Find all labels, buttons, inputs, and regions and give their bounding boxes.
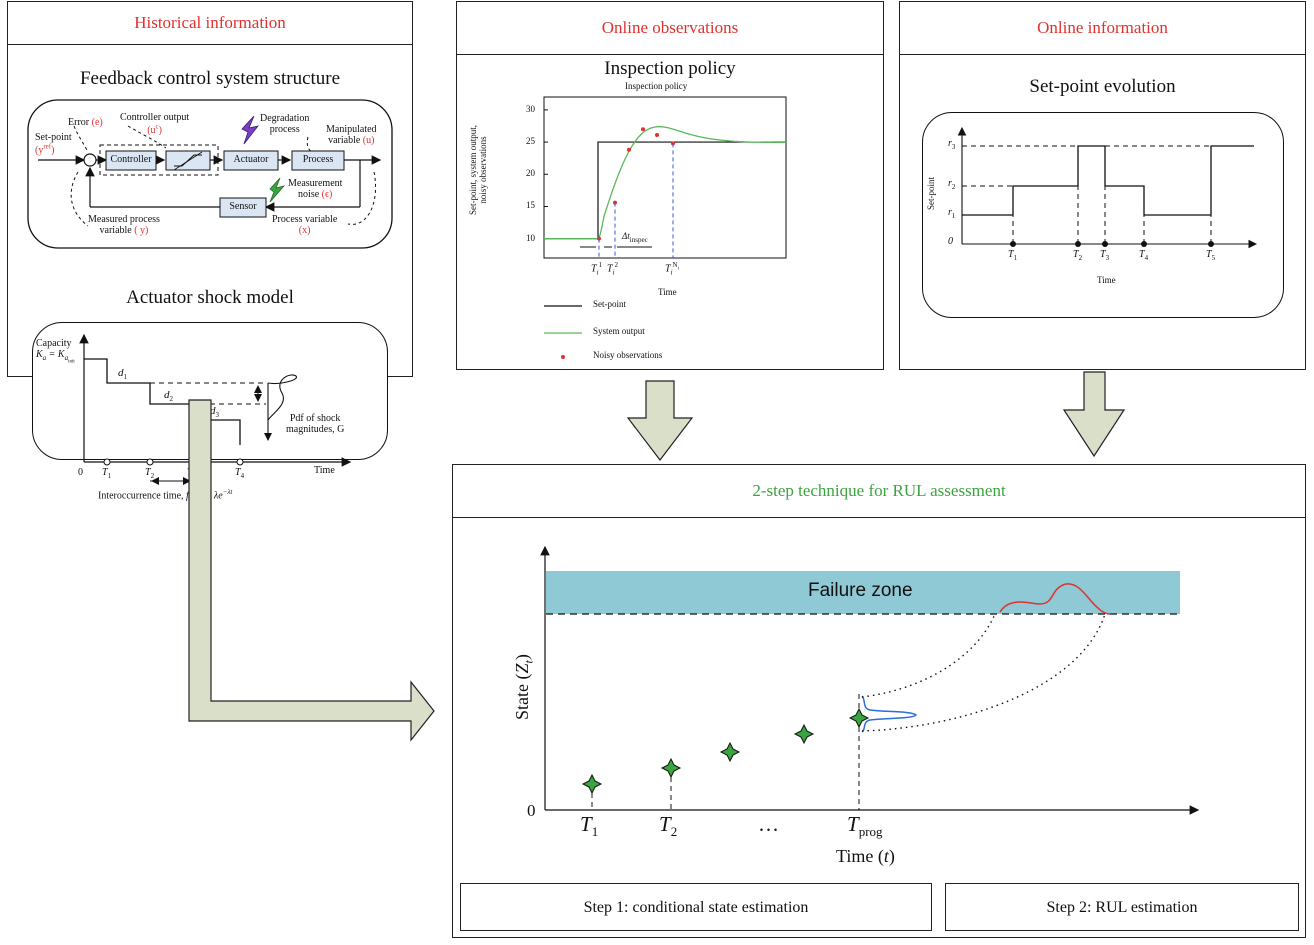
inspection-policy-title: Inspection policy bbox=[604, 58, 736, 79]
failure-zone-label: Failure zone bbox=[808, 580, 913, 601]
obs-ytick: 20 bbox=[526, 168, 535, 179]
step2-box: Step 2: RUL estimation bbox=[945, 883, 1299, 931]
degradation-bolt-icon bbox=[241, 115, 259, 145]
rul-xtick: Tprog bbox=[847, 812, 883, 840]
sp-ytick: r2 bbox=[948, 178, 956, 191]
shock-d1-label: d1 bbox=[118, 367, 127, 382]
rul-zero: 0 bbox=[527, 801, 536, 820]
shock-time-label: Time bbox=[314, 465, 335, 476]
obs-ytick: 30 bbox=[526, 103, 535, 114]
shock-pdf-label: Pdf of shock magnitudes, G bbox=[286, 413, 345, 435]
sp-xtick: T4 bbox=[1139, 249, 1149, 262]
sp-ytick: 0 bbox=[948, 236, 953, 247]
rul-xtick: T2 bbox=[659, 812, 678, 840]
online-observations-panel: Online observations Inspection policy bbox=[456, 1, 884, 370]
shock-model-frame bbox=[32, 322, 388, 460]
sp-xtick: T3 bbox=[1100, 249, 1110, 262]
fcs-measured-label: Measured process variable ( y) bbox=[88, 214, 160, 236]
obs-chart-title: Inspection policy bbox=[625, 81, 688, 91]
rul-header: 2-step technique for RUL assessment bbox=[453, 465, 1305, 518]
fcs-controller-output-label: Controller output (uc) bbox=[120, 112, 190, 137]
shock-d2-label: d2 bbox=[164, 389, 173, 404]
setpoint-evolution-title: Set-point evolution bbox=[1029, 76, 1176, 97]
historical-information-panel: Historical information Feedback control … bbox=[7, 1, 413, 377]
obs-legend-entry: Noisy observations bbox=[593, 350, 663, 360]
fcs-title: Feedback control system structure bbox=[79, 68, 341, 89]
shock-title: Actuator shock model bbox=[126, 287, 294, 308]
shock-zero-label: 0 bbox=[78, 467, 83, 478]
sp-ylabel: Set-point bbox=[926, 177, 936, 210]
fcs-setpoint-label: Set-point (yref) bbox=[35, 132, 72, 157]
obs-xlabel: Time bbox=[658, 287, 677, 297]
rul-xtick: T1 bbox=[580, 812, 599, 840]
sp-xtick: T2 bbox=[1073, 249, 1083, 262]
shock-interoccurrence-label: Interoccurrence time, fT(t) = λe−λt bbox=[98, 488, 233, 504]
fcs-process-variable-label: Process variable (x) bbox=[272, 214, 338, 236]
rul-xlabel: Time (t) bbox=[836, 846, 895, 866]
obs-legend-entry: Set-point bbox=[593, 299, 626, 309]
process-label: Process bbox=[302, 154, 334, 165]
shock-tick-label: T2 bbox=[145, 467, 155, 480]
online-observations-header: Online observations bbox=[457, 2, 883, 55]
obs-ytick: 25 bbox=[526, 136, 535, 147]
historical-diagrams bbox=[27, 99, 393, 249]
down-arrow-online-observations bbox=[626, 380, 694, 461]
summing-junction bbox=[83, 153, 97, 167]
obs-ylabel: Set-point, system output, noisy observati… bbox=[468, 125, 488, 215]
fcs-frame bbox=[27, 99, 393, 249]
obs-xtick: Ti2 bbox=[607, 261, 619, 277]
rul-ylabel: State (Zt) bbox=[512, 654, 536, 720]
shock-tick-label: T1 bbox=[102, 467, 112, 480]
fcs-error-label: Error (e) bbox=[68, 117, 103, 128]
sensor-label: Sensor bbox=[229, 201, 257, 212]
online-information-panel: Online information Set-point evolution bbox=[899, 1, 1306, 370]
sp-ytick: r3 bbox=[948, 138, 956, 151]
controller-label: Controller bbox=[110, 154, 152, 165]
obs-xtick: Ti1 bbox=[591, 261, 603, 277]
shock-capacity-label: Capacity Ka = Kainit bbox=[36, 338, 75, 365]
sp-ytick: r1 bbox=[948, 207, 956, 220]
rul-xtick: … bbox=[758, 812, 779, 836]
online-information-header: Online information bbox=[900, 2, 1305, 55]
sp-xtick: T1 bbox=[1008, 249, 1018, 262]
fcs-manipulated-label: Manipulated variable (u) bbox=[326, 124, 377, 146]
obs-xtick: TiNi bbox=[665, 261, 679, 277]
sp-xtick: T5 bbox=[1206, 249, 1216, 262]
noise-bolt-icon bbox=[269, 177, 286, 203]
historical-information-header: Historical information bbox=[8, 2, 412, 45]
setpoint-evolution-frame bbox=[922, 112, 1284, 318]
sp-xlabel: Time bbox=[1097, 275, 1116, 285]
shock-d3-label: d3 bbox=[210, 405, 219, 420]
fcs-degradation-label: Degradation process bbox=[260, 113, 310, 135]
obs-legend-entry: System output bbox=[593, 326, 645, 336]
actuator-label: Actuator bbox=[233, 154, 269, 165]
obs-ytick: 10 bbox=[526, 232, 535, 243]
shock-tick-label: T4 bbox=[235, 467, 245, 480]
step1-box: Step 1: conditional state estimation bbox=[460, 883, 932, 931]
obs-ytick: 15 bbox=[526, 200, 535, 211]
fcs-measurement-label: Measurement noise (ϵ) bbox=[288, 178, 343, 200]
shock-tick-label: T3 bbox=[187, 467, 197, 480]
obs-delta-label: Δtinspec bbox=[622, 231, 648, 244]
down-arrow-online-information bbox=[1062, 371, 1126, 458]
